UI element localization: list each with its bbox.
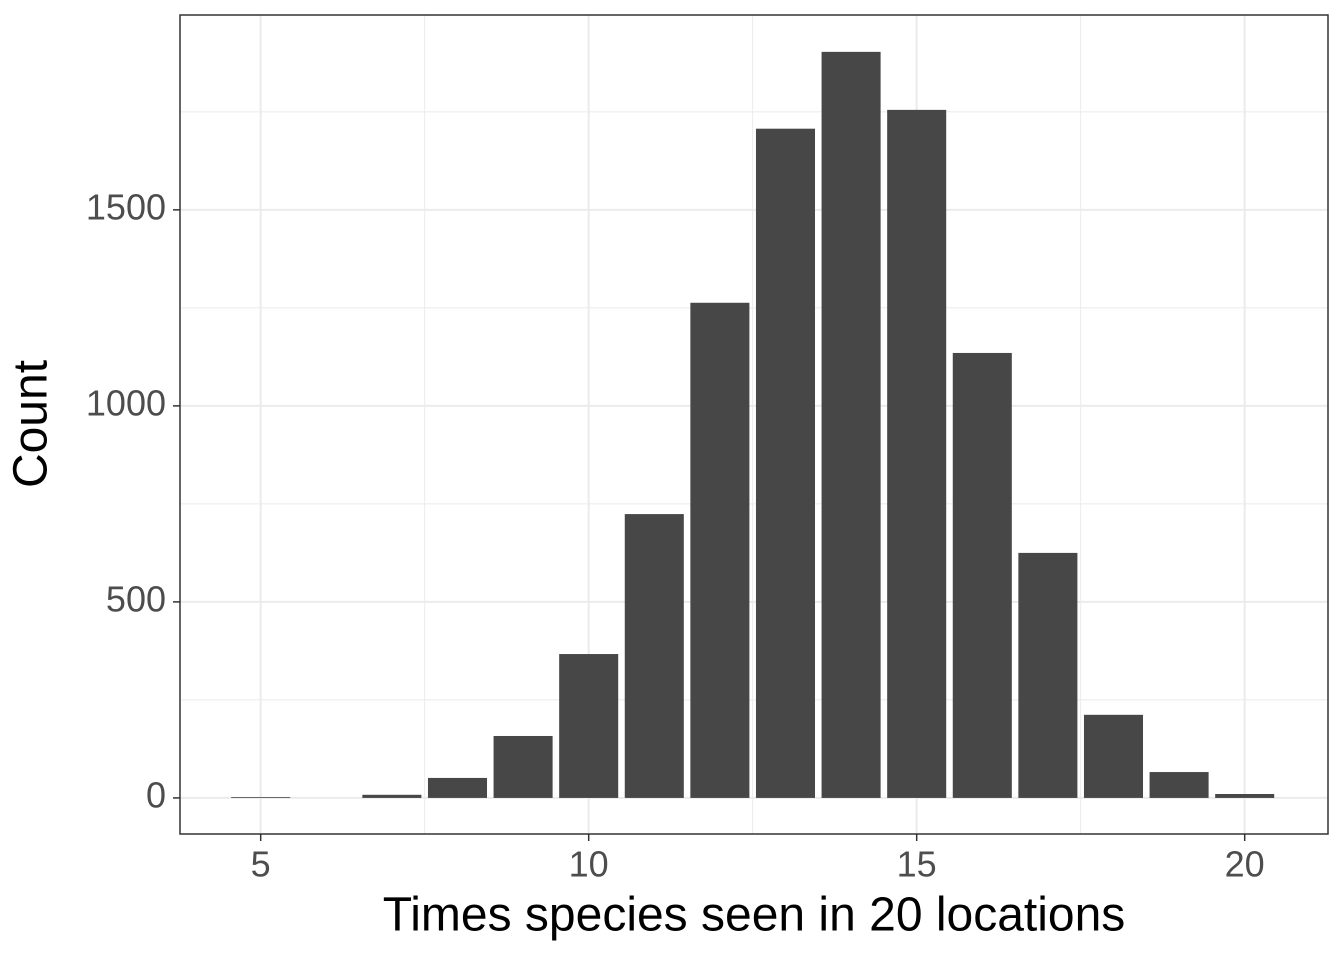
x-tick-label: 15 xyxy=(897,844,937,885)
y-tick-label: 1500 xyxy=(86,186,166,227)
bar xyxy=(1149,772,1209,798)
bar xyxy=(887,109,947,798)
x-tick-label: 5 xyxy=(251,844,271,885)
x-axis-title: Times species seen in 20 locations xyxy=(383,889,1126,942)
bar xyxy=(362,794,422,798)
y-tick-label: 0 xyxy=(146,774,166,815)
y-axis-title: Count xyxy=(5,360,58,488)
bar xyxy=(559,654,619,798)
bar xyxy=(231,797,291,798)
bar xyxy=(1083,714,1144,798)
y-tick-label: 1000 xyxy=(86,382,166,423)
bar xyxy=(493,735,553,798)
bar xyxy=(427,777,488,798)
x-tick-label: 20 xyxy=(1225,844,1265,885)
bar xyxy=(624,514,684,798)
bar xyxy=(1215,794,1275,798)
bar xyxy=(690,302,750,798)
bar xyxy=(755,128,816,798)
bar xyxy=(821,51,881,798)
bar xyxy=(1018,552,1078,798)
bar xyxy=(952,352,1012,798)
y-tick-label: 500 xyxy=(106,578,166,619)
panel-border xyxy=(179,14,1329,835)
x-tick-label: 10 xyxy=(569,844,609,885)
